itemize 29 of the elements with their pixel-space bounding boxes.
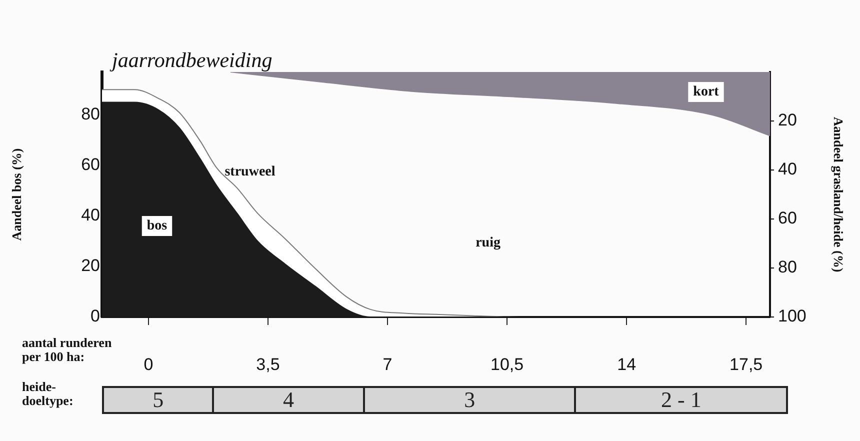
series-label: kort	[693, 84, 720, 100]
y2-tick-label: 80	[778, 258, 797, 277]
y-tick-label: 80	[81, 104, 100, 124]
y-tick-label: 20	[81, 256, 100, 276]
x-tick-label: 10,5	[490, 354, 524, 374]
y-tick-label: 60	[81, 155, 100, 174]
series-label: struweel	[224, 164, 276, 180]
annotation: ruig	[476, 236, 500, 251]
x-axis-title: aantal runderen per 100 ha:	[22, 335, 113, 364]
x-tick-label: 7	[382, 354, 392, 374]
chart-title: jaarrondbeweiding	[109, 48, 272, 72]
text: 4	[214, 387, 365, 412]
y2-tick-label: 100	[778, 306, 806, 326]
text: 2 - 1	[576, 387, 786, 412]
y2-tick-label: 60	[778, 208, 797, 228]
x-tick-label: 17,5	[730, 354, 763, 374]
y2-axis-title: Aandeel grasland/heide (%)	[830, 116, 846, 272]
y2-tick-label: 40	[778, 160, 797, 179]
text: 3	[364, 387, 576, 412]
y-tick-label: 40	[81, 206, 100, 225]
y-axis-title: Aandeel bos (%)	[9, 148, 24, 241]
x-tick-label: 0	[144, 354, 154, 374]
text: 5	[104, 387, 214, 412]
text: heide-doeltype:	[22, 379, 74, 408]
x-tick-label: 3,5	[256, 354, 280, 374]
series-label: bos	[146, 218, 168, 234]
y2-tick-label: 20	[778, 110, 797, 130]
x-tick-label: 14	[617, 354, 636, 374]
y-tick-label: 0	[90, 306, 100, 326]
